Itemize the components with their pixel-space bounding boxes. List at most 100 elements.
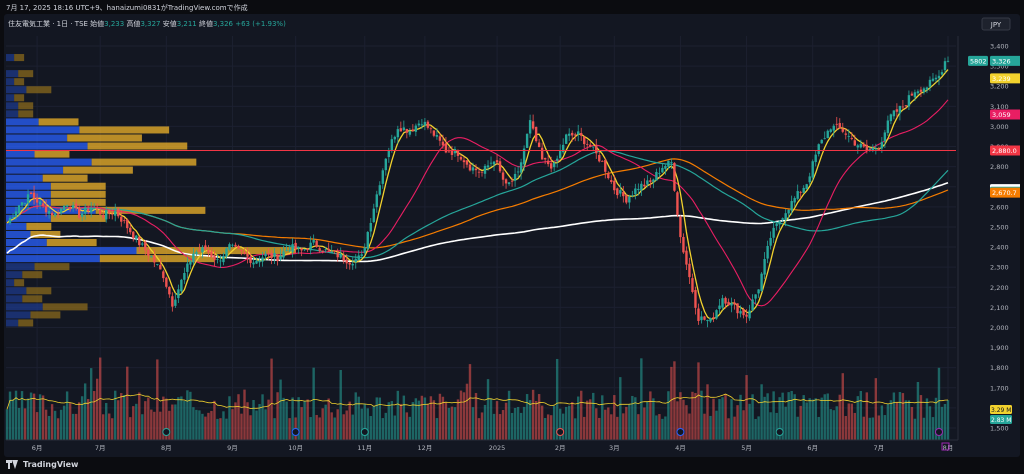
candle-body [399, 128, 403, 132]
candle-body [339, 253, 342, 258]
volume-bar [592, 392, 595, 440]
candle-body [92, 208, 96, 210]
candle-body [817, 144, 820, 154]
time-tick-label: 8月 [943, 444, 954, 452]
candle-body [459, 157, 463, 160]
candle-body [495, 160, 499, 163]
candlestick-chart[interactable]: 住友電気工業 · 1日 · TSE 始値3,233 高値3,327 安値3,21… [4, 14, 1022, 457]
volume-bar [480, 412, 484, 440]
candle-body [303, 249, 306, 251]
candle-body [525, 133, 529, 148]
candle-body [534, 126, 538, 142]
volume-bar [243, 389, 246, 440]
volume-bar [477, 418, 481, 440]
candle-body [345, 259, 348, 264]
profile-down-bar [34, 263, 70, 271]
candle-body [790, 201, 793, 211]
volume-bar [123, 395, 126, 440]
candle-body [234, 244, 237, 247]
volume-bar [880, 405, 884, 440]
candle-body [201, 247, 204, 253]
volume-bar [567, 405, 571, 440]
candle-body [375, 194, 378, 208]
candle-body [462, 160, 466, 163]
sma-200-line [6, 181, 949, 263]
time-tick-label: 9月 [227, 444, 238, 452]
candle-body [32, 192, 36, 199]
volume-bar [126, 366, 129, 440]
volume-bar [709, 415, 712, 440]
volume-bar [925, 398, 929, 440]
volume-bar [429, 396, 433, 440]
candle-body [447, 151, 451, 153]
profile-up-bar [6, 110, 19, 118]
price-tick-label: 2,300 [990, 264, 1009, 272]
volume-bar [384, 412, 388, 440]
candle-body [907, 95, 911, 107]
volume-bar [796, 416, 799, 440]
candle-body [342, 255, 345, 261]
volume-bar [105, 402, 108, 440]
profile-up-bar [6, 86, 27, 94]
candle-body [327, 248, 330, 251]
volume-bar [631, 395, 634, 440]
profile-up-bar [6, 118, 39, 126]
price-tick-label: 2,100 [990, 304, 1009, 312]
volume-bar [11, 399, 15, 440]
tradingview-logo[interactable]: TradingView [6, 460, 78, 469]
candle-body [159, 264, 162, 270]
candle-body [59, 208, 63, 213]
candle-body [483, 165, 487, 174]
candle-body [435, 135, 439, 137]
volume-bar [360, 408, 363, 440]
volume-bar [877, 415, 881, 440]
volume-bar [670, 366, 673, 440]
candle-body [177, 289, 180, 299]
volume-bar [26, 398, 30, 440]
volume-bar [282, 397, 285, 440]
time-tick-label: 11月 [357, 444, 372, 452]
candle-body [486, 165, 490, 168]
candle-body [225, 248, 228, 257]
price-label-box [990, 55, 1022, 66]
volume-bar [114, 390, 117, 440]
volume-bar [132, 406, 135, 440]
candle-body [814, 154, 817, 163]
profile-down-bar [22, 271, 43, 279]
profile-down-bar [22, 295, 43, 303]
price-tick-label: 3,200 [990, 83, 1009, 91]
volume-bar [667, 391, 670, 440]
candle-body [276, 254, 279, 262]
volume-bar [489, 398, 493, 440]
profile-down-bar [42, 303, 88, 311]
candle-body [826, 130, 829, 138]
volume-bar [95, 378, 99, 440]
volume-bar [432, 400, 436, 440]
volume-bar [423, 397, 427, 440]
volume-bar [886, 403, 890, 440]
candle-body [315, 240, 318, 247]
price-tick-label: 3,300 [990, 63, 1009, 71]
price-tick-label: 1,500 [990, 425, 1009, 433]
volume-bar [823, 394, 826, 440]
volume-bar [5, 409, 9, 440]
volume-bar [345, 410, 348, 440]
volume-bar [859, 390, 863, 440]
candle-body [80, 213, 84, 217]
volume-bar [748, 403, 751, 440]
time-tick-label: 4月 [675, 444, 686, 452]
candle-body [165, 277, 168, 287]
symbol-header-part: 始値 [90, 19, 104, 28]
candle-body [934, 77, 938, 80]
volume-bar [411, 402, 415, 440]
volume-bar [177, 397, 180, 440]
volume-bar [195, 409, 198, 440]
candle-body [171, 296, 174, 307]
candle-body [65, 205, 69, 207]
candle-body [889, 114, 893, 122]
candle-body [267, 253, 270, 255]
candle-body [676, 192, 679, 215]
candle-body [180, 279, 183, 292]
chart-panel[interactable]: 住友電気工業 · 1日 · TSE 始値3,233 高値3,327 安値3,21… [4, 14, 1022, 457]
volume-bar [120, 393, 123, 440]
